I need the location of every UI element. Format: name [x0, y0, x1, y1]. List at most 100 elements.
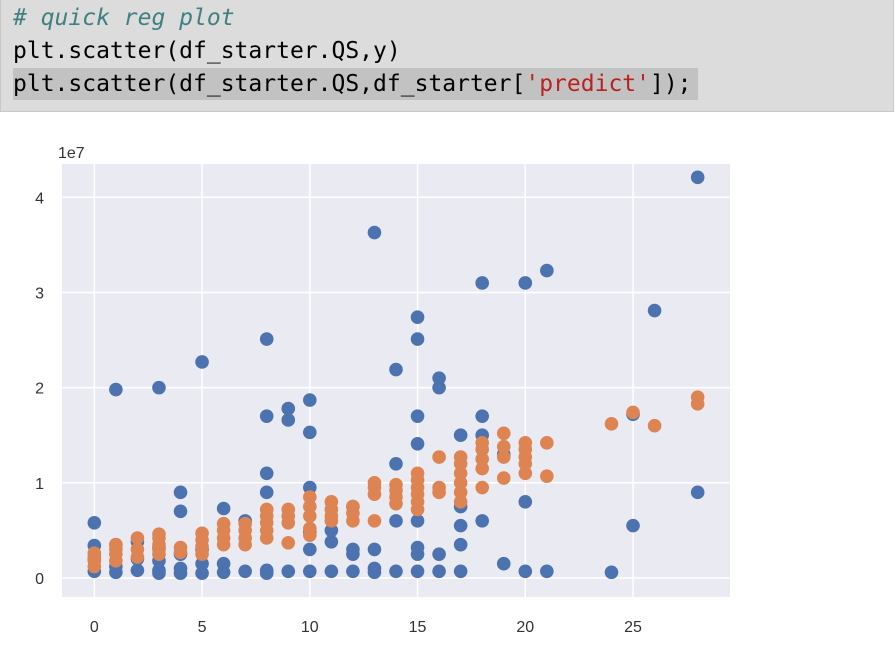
code-text: plt.scatter(df_starter.QS,df_starter[ — [13, 71, 526, 97]
scatter-point — [475, 436, 489, 450]
scatter-point — [432, 480, 446, 495]
scatter-point — [518, 276, 533, 290]
scatter-point — [173, 504, 188, 519]
scatter-point — [410, 547, 425, 561]
data-series — [87, 170, 705, 581]
scatter-point — [496, 426, 511, 441]
scatter-point — [346, 564, 360, 579]
y-tick-label: 3 — [35, 285, 44, 302]
scatter-point — [432, 547, 446, 561]
scatter-point — [303, 490, 317, 504]
scatter-point — [453, 466, 468, 481]
scatter-point — [410, 310, 425, 325]
scatter-point — [410, 564, 425, 579]
x-tick-labels: 0 5 10 15 20 25 — [90, 619, 642, 636]
scatter-point — [346, 499, 360, 514]
code-string: 'predict' — [525, 71, 650, 97]
scatter-point — [410, 436, 425, 451]
cell-output: 0 5 10 15 20 25 0 1 2 3 4 1e7 — [0, 112, 896, 656]
scatter-point — [259, 485, 274, 500]
scatter-point — [410, 332, 425, 346]
scatter-point — [475, 461, 489, 476]
y-offset-label: 1e7 — [58, 145, 85, 162]
scatter-point — [604, 565, 619, 580]
scatter-point — [303, 480, 317, 495]
scatter-point — [389, 362, 403, 377]
scatter-point — [453, 495, 468, 509]
scatter-chart: 0 5 10 15 20 25 0 1 2 3 4 1e7 — [35, 145, 730, 636]
scatter-point — [130, 563, 145, 578]
scatter-point — [87, 515, 102, 530]
scatter-point — [303, 521, 317, 536]
code-cell[interactable]: # quick reg plot plt.scatter(df_starter.… — [0, 0, 894, 112]
scatter-point — [195, 526, 209, 541]
scatter-point — [475, 480, 489, 495]
scatter-point — [389, 456, 403, 471]
scatter-point — [518, 436, 533, 450]
scatter-point — [453, 476, 468, 490]
scatter-point — [518, 495, 533, 509]
scatter-point — [540, 436, 554, 450]
scatter-point — [152, 566, 166, 581]
code-line-scatter-predict: plt.scatter(df_starter.QS,df_starter['pr… — [13, 68, 698, 100]
scatter-point — [281, 401, 296, 416]
y-tick-label: 1 — [35, 476, 44, 493]
scatter-point — [432, 380, 446, 395]
scatter-point — [690, 390, 705, 404]
scatter-point — [432, 450, 446, 464]
scatter-point — [690, 170, 705, 185]
x-tick-label: 25 — [624, 619, 642, 636]
code-line-scatter-y: plt.scatter(df_starter.QS,y) — [13, 38, 401, 64]
scatter-point — [281, 564, 296, 579]
y-tick-labels: 0 1 2 3 4 — [35, 190, 44, 588]
scatter-point — [453, 564, 468, 579]
scatter-point — [432, 371, 446, 385]
x-tick-label: 20 — [516, 619, 534, 636]
scatter-point — [281, 502, 296, 517]
scatter-point — [518, 466, 533, 481]
scatter-point — [281, 535, 296, 550]
scatter-point — [109, 382, 123, 397]
scatter-point — [195, 566, 209, 581]
scatter-point — [604, 417, 619, 431]
scatter-point — [109, 565, 123, 580]
scatter-point — [152, 527, 166, 541]
x-tick-label: 0 — [90, 619, 99, 636]
scatter-point — [453, 537, 468, 552]
scatter-point — [367, 514, 382, 528]
scatter-point — [410, 514, 425, 528]
y-tick-label: 0 — [35, 571, 44, 588]
scatter-point — [540, 469, 554, 483]
scatter-point — [259, 502, 274, 517]
scatter-point — [130, 531, 145, 545]
scatter-point — [389, 514, 403, 528]
series-predict — [87, 390, 705, 574]
scatter-point — [475, 452, 489, 466]
y-tick-label: 2 — [35, 381, 44, 398]
scatter-point — [475, 276, 489, 290]
code-line-comment: # quick reg plot — [13, 2, 235, 34]
scatter-point — [432, 564, 446, 579]
scatter-point — [324, 564, 339, 579]
x-tick-label: 15 — [409, 619, 427, 636]
scatter-point — [303, 564, 317, 579]
scatter-point — [195, 355, 209, 369]
scatter-point — [303, 509, 317, 523]
scatter-point — [173, 540, 188, 555]
scatter-point — [647, 418, 662, 433]
scatter-point — [216, 565, 231, 580]
scatter-point — [540, 564, 554, 579]
scatter-point — [195, 556, 209, 571]
scatter-point — [367, 225, 382, 240]
scatter-point — [87, 546, 102, 561]
scatter-point — [259, 566, 274, 581]
scatter-point — [496, 450, 511, 464]
scatter-point — [475, 514, 489, 528]
code-comment: # quick reg plot — [13, 5, 235, 31]
scatter-point — [626, 518, 640, 533]
scatter-point — [303, 425, 317, 440]
scatter-point — [367, 476, 382, 490]
scatter-point — [410, 409, 425, 423]
scatter-point — [518, 564, 533, 579]
grid-lines — [62, 164, 730, 597]
